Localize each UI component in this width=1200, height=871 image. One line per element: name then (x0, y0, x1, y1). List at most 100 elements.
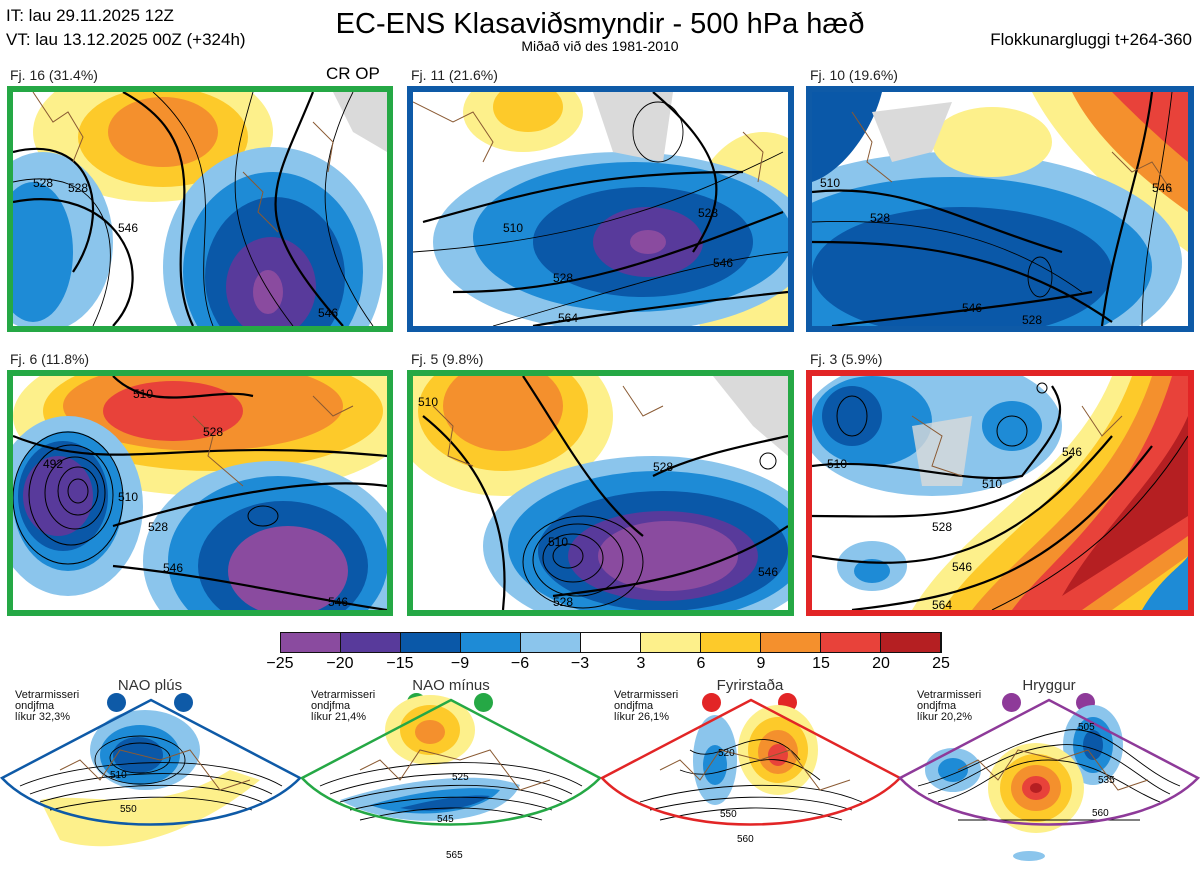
contour-label: 510 (118, 490, 138, 504)
colorbar-segment (641, 633, 701, 652)
contour-label: 528 (553, 271, 573, 285)
regime-title-nao-plus: NAO plús (117, 677, 183, 694)
contour-label: 546 (328, 595, 348, 609)
contour-label: 546 (1152, 181, 1172, 195)
contour-label: 546 (952, 560, 972, 574)
contour-label: 528 (148, 520, 168, 534)
contour-label: 528 (653, 460, 673, 474)
contour-label: 520 (718, 748, 735, 759)
contour-label: 550 (720, 809, 737, 820)
contour-label: 528 (68, 181, 88, 195)
classification-window: Flokkunargluggi t+264-360 (990, 30, 1192, 49)
contour-label: 510 (110, 770, 127, 781)
colorbar-segment (881, 633, 941, 652)
contour-label: 535 (1098, 775, 1115, 786)
contour-label: 528 (203, 425, 223, 439)
regime-marker-dot (1002, 693, 1021, 712)
contour-label: 560 (737, 834, 754, 845)
cluster-label-6: Fj. 3 (5.9%) (810, 351, 883, 367)
cluster-map-5[interactable]: 510 528 510 528 546 (407, 370, 794, 616)
contour-label: 546 (758, 565, 778, 579)
regime-note-nao-minus: Vetrarmisseri ondjfma líkur 21,4% (311, 689, 376, 723)
cluster-map-3[interactable]: 510 528 546 528 546 (806, 86, 1194, 332)
cluster-label-1: Fj. 16 (31.4%) (10, 67, 98, 83)
issue-time: IT: lau 29.11.2025 12Z (6, 6, 174, 25)
regime-note-ridge: Vetrarmisseri ondjfma líkur 20,2% (917, 689, 982, 723)
contour-label: 546 (1062, 445, 1082, 459)
colorbar-tick: −6 (510, 655, 530, 672)
contour-label: 546 (962, 301, 982, 315)
contour-label: 510 (827, 457, 847, 471)
regime-marker-dot (107, 693, 126, 712)
regime-title-blocking: Fyrirstaða (716, 677, 784, 694)
contour-label: 564 (932, 598, 952, 610)
regime-marker-dot (474, 693, 493, 712)
contour-label: 528 (698, 206, 718, 220)
contour-label: 528 (33, 176, 53, 190)
colorbar-tick: 25 (932, 655, 950, 672)
regime-title-ridge: Hryggur (1022, 677, 1076, 694)
colorbar-tick: −20 (326, 655, 354, 672)
contour-label: 546 (713, 256, 733, 270)
contour-label: 528 (553, 595, 573, 609)
page-title: EC-ENS Klasaviðsmyndir - 500 hPa hæð (335, 8, 865, 40)
contour-label: 510 (503, 221, 523, 235)
colorbar-tick: 3 (636, 655, 646, 672)
cluster-map-2[interactable]: 510 528 546 564 528 (407, 86, 794, 332)
contour-label: 564 (558, 311, 578, 325)
regime-map-nao-plus[interactable]: 510 550 (0, 690, 302, 870)
contour-label: 546 (118, 221, 138, 235)
valid-time: VT: lau 13.12.2025 00Z (+324h) (6, 30, 246, 49)
contour-label: 560 (1092, 808, 1109, 819)
cluster-label-2: Fj. 11 (21.6%) (411, 67, 498, 83)
contour-label: 510 (418, 395, 438, 409)
contour-label: 545 (437, 814, 454, 825)
cr-op-label: CR OP (326, 64, 380, 83)
colorbar-tick: 9 (756, 655, 766, 672)
page-subtitle: Miðað við des 1981-2010 (521, 38, 679, 54)
cluster-label-5: Fj. 5 (9.8%) (411, 351, 484, 367)
contour-label: 528 (1022, 313, 1042, 326)
contour-label: 510 (982, 477, 1002, 491)
colorbar-segment (341, 633, 401, 652)
contour-label: 510 (820, 176, 840, 190)
colorbar-tick: −9 (450, 655, 470, 672)
contour-label: 525 (452, 772, 469, 783)
contour-label: 528 (932, 520, 952, 534)
colorbar (280, 632, 942, 653)
colorbar-segment (521, 633, 581, 652)
regime-marker-dot (702, 693, 721, 712)
contour-label: 550 (120, 804, 137, 815)
colorbar-tick: −15 (386, 655, 414, 672)
colorbar-tick: 20 (872, 655, 890, 672)
cluster-map-6[interactable]: 510 510 528 546 564 546 (806, 370, 1194, 616)
regime-map-ridge[interactable]: 505 535 560 (898, 690, 1200, 870)
colorbar-tick: 15 (812, 655, 830, 672)
contour-label: 546 (163, 561, 183, 575)
regime-map-blocking[interactable]: 520 550 560 (600, 690, 902, 870)
colorbar-segment (281, 633, 341, 652)
contour-label: 492 (43, 457, 63, 471)
cluster-map-1[interactable]: 528 546 546 528 (7, 86, 393, 332)
colorbar-tick: 6 (696, 655, 706, 672)
contour-label: 510 (548, 535, 568, 549)
colorbar-segment (821, 633, 881, 652)
cluster-label-3: Fj. 10 (19.6%) (810, 67, 898, 83)
colorbar-segment (461, 633, 521, 652)
regime-marker-dot (174, 693, 193, 712)
colorbar-segment (761, 633, 821, 652)
regime-note-blocking: Vetrarmisseri ondjfma líkur 26,1% (614, 689, 679, 723)
colorbar-tick: −25 (266, 655, 294, 672)
contour-label: 505 (1078, 722, 1095, 733)
colorbar-segment (581, 633, 641, 652)
contour-label: 546 (318, 306, 338, 320)
colorbar-segment (701, 633, 761, 652)
contour-label: 510 (133, 387, 153, 401)
regime-note-nao-plus: Vetrarmisseri ondjfma líkur 32,3% (15, 689, 80, 723)
regime-title-nao-minus: NAO mínus (412, 677, 490, 694)
regime-map-nao-minus[interactable]: 525 545 565 (300, 690, 602, 870)
colorbar-segment (401, 633, 461, 652)
contour-label: 528 (870, 211, 890, 225)
cluster-map-4[interactable]: 510 492 528 546 528 546 510 (7, 370, 393, 616)
colorbar-tick: −3 (570, 655, 590, 672)
